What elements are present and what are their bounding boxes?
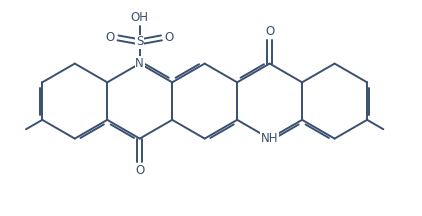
Text: NH: NH [261, 132, 279, 145]
Text: S: S [136, 35, 143, 48]
Text: O: O [265, 25, 274, 38]
Text: OH: OH [131, 11, 149, 24]
Text: O: O [165, 31, 174, 44]
Text: O: O [135, 164, 144, 177]
Text: O: O [106, 31, 115, 44]
Text: N: N [135, 57, 144, 70]
